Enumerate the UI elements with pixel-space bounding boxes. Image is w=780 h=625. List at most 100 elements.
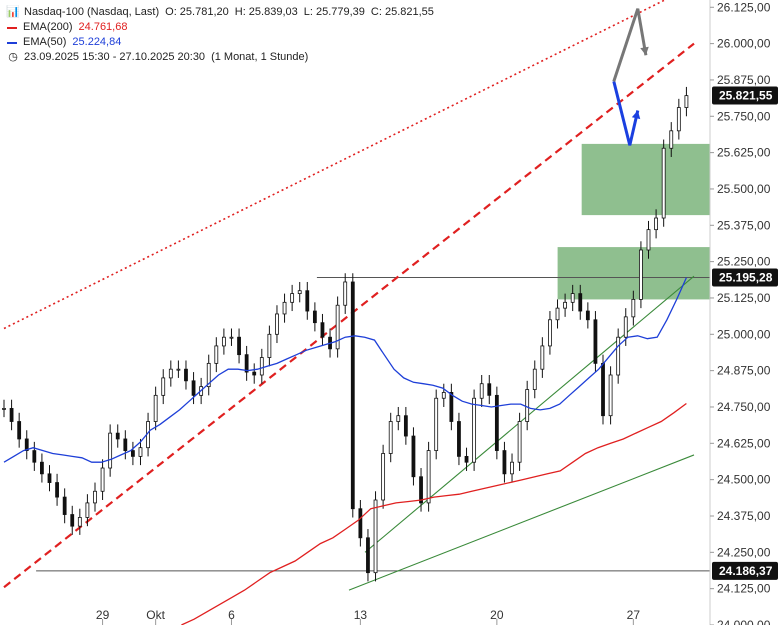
x-tick-label: 29 [96, 608, 110, 622]
y-tick-label: 24.500,00 [717, 473, 771, 487]
chart-legend: 📊 Nasdaq-100 (Nasdaq, Last) O: 25.781,20… [6, 5, 440, 65]
candle-body-64 [487, 383, 492, 396]
candle-body-29 [221, 336, 226, 347]
ohlc-row: 📊 Nasdaq-100 (Nasdaq, Last) O: 25.781,20… [6, 5, 440, 20]
high-value: H: 25.839,03 [234, 6, 298, 18]
candle-body-22 [168, 368, 173, 379]
candle-body-47 [358, 508, 363, 539]
last-price-badge-bg [712, 86, 778, 105]
candle-body-36 [275, 313, 279, 335]
y-tick-label: 25.125,00 [717, 291, 771, 305]
candle-body-45 [343, 281, 348, 306]
demand-zone-0 [581, 143, 710, 216]
candle-body-4 [32, 450, 37, 463]
projection-arrow-blue [612, 81, 640, 146]
candle-body-42 [320, 322, 325, 338]
y-tick-label: 25.000,00 [717, 327, 771, 341]
candle-body-21 [161, 377, 166, 396]
candle-body-6 [47, 473, 52, 483]
y-tick-label: 24.000,00 [717, 618, 771, 625]
candle-body-9 [70, 514, 75, 527]
candle-body-72 [548, 319, 552, 347]
arrow-head-gray [640, 46, 649, 56]
y-tick-label: 25.875,00 [717, 73, 771, 87]
ema200-line [181, 402, 687, 625]
candle-body-35 [267, 333, 272, 358]
candle-body-84 [639, 249, 643, 300]
clock-icon: ◷ [8, 51, 18, 63]
candle-body-15 [115, 432, 120, 440]
candle-body-62 [472, 397, 477, 463]
candle-body-37 [282, 301, 287, 315]
candle-body-41 [312, 310, 317, 324]
y-tick-label: 26.000,00 [717, 37, 771, 51]
x-tick-label: 6 [228, 608, 235, 622]
y-tick-label: 24.625,00 [717, 436, 771, 450]
candle-body-74 [563, 301, 567, 309]
candle-body-85 [646, 229, 651, 251]
candle-body-46 [350, 281, 355, 510]
candle-body-48 [366, 537, 370, 574]
legend-ema200: EMA(200) 24.761,68 [6, 20, 440, 35]
candle-body-80 [608, 374, 613, 417]
candle-body-3 [24, 438, 29, 451]
period-row: ◷ 23.09.2025 15:30 - 27.10.2025 20:30 (1… [6, 50, 440, 65]
candle-body-61 [464, 455, 469, 463]
candle-body-23 [176, 368, 181, 371]
y-tick-label: 26.125,00 [717, 0, 771, 14]
level-badge-0-bg [712, 268, 778, 287]
candle-body-90 [684, 95, 689, 108]
candle-body-13 [100, 467, 105, 492]
candle-body-73 [555, 307, 560, 321]
instrument-name: Nasdaq-100 (Nasdaq, Last) [24, 6, 160, 18]
x-tick-label: 27 [627, 608, 641, 622]
candle-body-10 [77, 517, 82, 527]
candle-body-7 [55, 482, 59, 498]
candle-body-77 [585, 310, 590, 321]
y-tick-label: 24.375,00 [717, 509, 771, 523]
candle-body-83 [631, 299, 636, 318]
ema200-value: 24.761,68 [78, 21, 128, 33]
y-tick-label: 24.125,00 [717, 582, 771, 596]
ema50-label: EMA(50) [23, 36, 67, 48]
candle-body-52 [396, 415, 401, 422]
candle-body-70 [532, 368, 537, 390]
candle-body-67 [510, 461, 514, 475]
candle-body-88 [669, 130, 674, 149]
candle-body-18 [138, 447, 143, 457]
candle-body-0 [2, 408, 6, 410]
y-tick-label: 25.625,00 [717, 146, 771, 160]
candle-body-33 [252, 371, 257, 376]
candle-body-57 [434, 397, 439, 451]
candle-body-51 [388, 421, 393, 454]
candle-body-89 [676, 107, 681, 132]
ema50-value: 25.224,84 [72, 36, 122, 48]
candle-body-56 [426, 450, 431, 504]
ema200-label: EMA(200) [23, 21, 73, 33]
candle-body-27 [206, 362, 211, 388]
level-badge-1-bg [712, 561, 778, 580]
y-tick-label: 24.875,00 [717, 364, 771, 378]
level-badge-0: 25.195,28 [719, 271, 773, 285]
candle-body-59 [449, 392, 454, 422]
candle-body-30 [229, 336, 234, 339]
candle-body-55 [419, 476, 423, 504]
candle-body-8 [62, 496, 67, 515]
candle-body-11 [85, 502, 90, 518]
y-tick-label: 25.750,00 [717, 109, 771, 123]
candle-body-38 [290, 293, 295, 303]
trendline-2 [3, 42, 695, 589]
candle-body-39 [297, 290, 302, 295]
y-tick-label: 25.500,00 [717, 182, 771, 196]
ema50-line [3, 277, 687, 463]
last-price-badge: 25.821,55 [719, 88, 773, 102]
period-interval: (1 Monat, 1 Stunde) [211, 51, 309, 63]
ema200-swatch [7, 26, 17, 29]
low-value: L: 25.779,39 [303, 6, 365, 18]
candle-body-69 [525, 389, 530, 422]
candle-body-65 [494, 394, 499, 451]
candlestick-icon: 📊 [6, 6, 20, 18]
candle-body-44 [335, 304, 340, 350]
x-tick-label: 20 [490, 608, 504, 622]
